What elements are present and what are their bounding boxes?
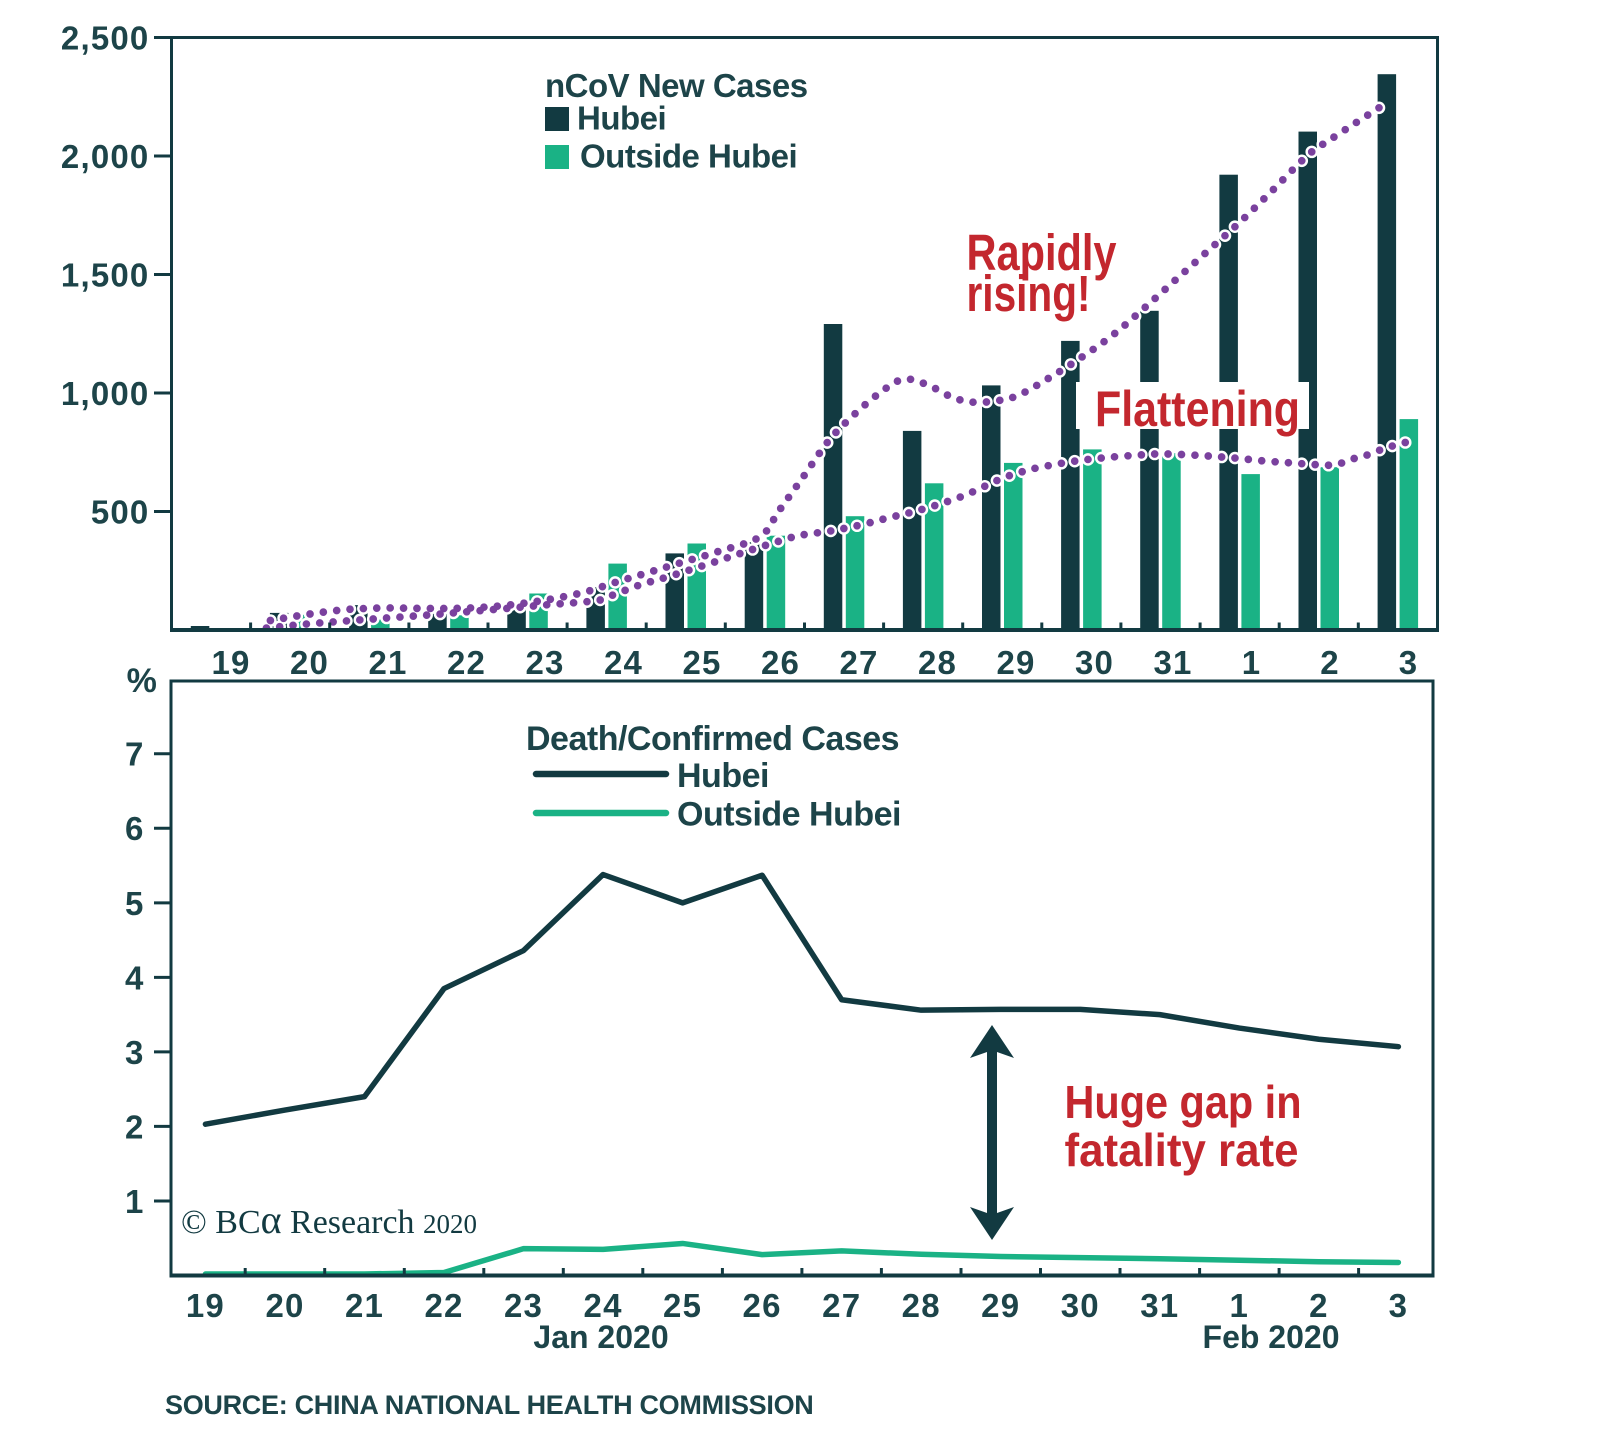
svg-text:4: 4: [125, 959, 145, 996]
svg-text:2,000: 2,000: [61, 138, 150, 175]
svg-text:25: 25: [663, 1287, 702, 1324]
svg-text:27: 27: [839, 644, 878, 681]
svg-text:2: 2: [1309, 1287, 1329, 1324]
svg-text:30: 30: [1075, 644, 1114, 681]
svg-text:Rapidly: Rapidly: [967, 224, 1118, 281]
svg-text:23: 23: [504, 1287, 543, 1324]
svg-text:3: 3: [1399, 644, 1419, 681]
svg-text:7: 7: [125, 736, 145, 773]
svg-text:rising!: rising!: [967, 265, 1091, 322]
svg-text:Feb 2020: Feb 2020: [1203, 1319, 1340, 1355]
svg-text:2,500: 2,500: [61, 19, 150, 56]
svg-text:27: 27: [822, 1287, 861, 1324]
svg-text:21: 21: [345, 1287, 384, 1324]
svg-text:500: 500: [91, 493, 150, 530]
svg-text:Huge gap in: Huge gap in: [1065, 1076, 1302, 1128]
svg-text:SOURCE: CHINA NATIONAL HEALTH: SOURCE: CHINA NATIONAL HEALTH COMMISSION: [165, 1390, 814, 1420]
svg-text:19: 19: [186, 1287, 225, 1324]
svg-text:fatality rate: fatality rate: [1065, 1124, 1299, 1176]
svg-text:22: 22: [424, 1287, 463, 1324]
svg-text:28: 28: [902, 1287, 941, 1324]
svg-text:5: 5: [125, 885, 145, 922]
svg-text:28: 28: [918, 644, 957, 681]
svg-text:24: 24: [584, 1287, 623, 1324]
svg-text:3: 3: [125, 1034, 145, 1071]
svg-text:25: 25: [682, 644, 721, 681]
svg-text:Death/Confirmed Cases: Death/Confirmed Cases: [526, 720, 899, 758]
svg-text:1: 1: [1230, 1287, 1250, 1324]
svg-text:29: 29: [996, 644, 1035, 681]
svg-text:© BCα Research 2020: © BCα Research 2020: [181, 1197, 477, 1242]
svg-text:2: 2: [1320, 644, 1340, 681]
svg-text:Hubei: Hubei: [577, 100, 666, 137]
svg-text:Outside Hubei: Outside Hubei: [580, 138, 797, 175]
svg-text:20: 20: [265, 1287, 304, 1324]
svg-text:29: 29: [981, 1287, 1020, 1324]
svg-text:31: 31: [1153, 644, 1192, 681]
svg-text:24: 24: [604, 644, 643, 681]
svg-text:1: 1: [125, 1183, 145, 1220]
svg-text:26: 26: [743, 1287, 782, 1324]
svg-text:Hubei: Hubei: [677, 757, 769, 795]
svg-text:21: 21: [368, 644, 407, 681]
svg-text:3: 3: [1389, 1287, 1409, 1324]
svg-text:1: 1: [1242, 644, 1262, 681]
svg-text:31: 31: [1140, 1287, 1179, 1324]
svg-text:Jan 2020: Jan 2020: [533, 1319, 668, 1355]
svg-text:20: 20: [290, 644, 329, 681]
svg-text:26: 26: [761, 644, 800, 681]
svg-text:%: %: [127, 662, 158, 700]
svg-text:19: 19: [211, 644, 250, 681]
svg-text:nCoV New Cases: nCoV New Cases: [545, 67, 808, 104]
svg-text:Flattening: Flattening: [1095, 381, 1300, 437]
svg-text:Outside Hubei: Outside Hubei: [677, 796, 901, 834]
svg-text:23: 23: [525, 644, 564, 681]
svg-text:30: 30: [1061, 1287, 1100, 1324]
svg-text:2: 2: [125, 1108, 145, 1145]
svg-text:1,000: 1,000: [61, 375, 150, 412]
svg-text:22: 22: [447, 644, 486, 681]
svg-text:1,500: 1,500: [61, 256, 150, 293]
svg-text:6: 6: [125, 810, 145, 847]
